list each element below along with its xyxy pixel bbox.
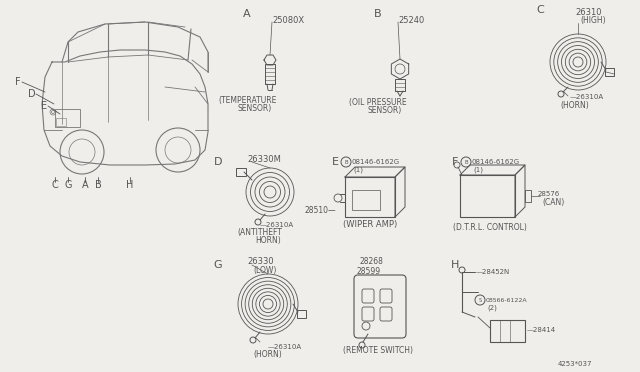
Bar [460, 175, 515, 217]
Text: (HORN): (HORN) [253, 350, 282, 359]
Text: 28576: 28576 [538, 191, 560, 197]
Text: C: C [536, 5, 544, 15]
Bar [236, 168, 246, 176]
Text: 08146-6162G: 08146-6162G [472, 159, 520, 165]
Text: (REMOTE SWITCH): (REMOTE SWITCH) [343, 346, 413, 355]
Text: G: G [214, 260, 222, 270]
Text: 4253*037: 4253*037 [558, 361, 593, 367]
Text: 28599: 28599 [357, 267, 381, 276]
Text: C: C [52, 180, 58, 190]
Text: (D.T.R.L. CONTROL): (D.T.R.L. CONTROL) [453, 222, 527, 231]
Text: E: E [332, 157, 339, 167]
Text: SENSOR): SENSOR) [238, 103, 272, 112]
Text: 08566-6122A: 08566-6122A [486, 298, 527, 302]
Bar [55, 109, 80, 127]
Text: B: B [95, 180, 101, 190]
Text: —26310A: —26310A [570, 94, 604, 100]
Text: F: F [15, 77, 21, 87]
Text: H: H [451, 260, 459, 270]
Bar [56, 118, 66, 126]
Text: 28510—: 28510— [305, 205, 336, 215]
Text: (2): (2) [487, 305, 497, 311]
Bar [605, 68, 614, 76]
Text: (1): (1) [473, 167, 483, 173]
Text: —28414: —28414 [527, 327, 556, 333]
Bar [490, 320, 525, 342]
Text: B: B [344, 160, 348, 164]
Text: 26330M: 26330M [247, 154, 281, 164]
Text: (HIGH): (HIGH) [580, 16, 605, 25]
Text: D: D [214, 157, 222, 167]
Text: SENSOR): SENSOR) [368, 106, 402, 115]
Text: B: B [464, 160, 468, 164]
Bar [265, 64, 275, 84]
Text: 25080X: 25080X [272, 16, 304, 25]
Text: 26310: 26310 [575, 7, 602, 16]
Bar [345, 177, 395, 217]
Text: 28268: 28268 [360, 257, 384, 266]
Text: (TEMPERATURE: (TEMPERATURE [219, 96, 277, 105]
Text: D: D [28, 89, 36, 99]
Text: G: G [64, 180, 72, 190]
Text: (WIPER AMP): (WIPER AMP) [343, 219, 397, 228]
Text: (CAN): (CAN) [542, 198, 564, 206]
Text: S: S [479, 298, 481, 302]
Bar [352, 190, 380, 210]
Text: F: F [452, 157, 458, 167]
Text: (OIL PRESSURE: (OIL PRESSURE [349, 97, 407, 106]
Text: HORN): HORN) [255, 235, 281, 244]
Bar [525, 190, 531, 202]
Text: 26330: 26330 [247, 257, 274, 266]
Text: B: B [374, 9, 382, 19]
Text: (ANTITHEFT: (ANTITHEFT [237, 228, 282, 237]
Text: E: E [41, 101, 47, 111]
Text: —26310A: —26310A [268, 344, 302, 350]
Bar [297, 310, 306, 318]
Text: (1): (1) [353, 167, 363, 173]
Text: A: A [82, 180, 88, 190]
Bar [395, 79, 405, 91]
Text: 08146-6162G: 08146-6162G [352, 159, 400, 165]
Text: —26310A: —26310A [260, 222, 294, 228]
Text: 25240: 25240 [398, 16, 424, 25]
Text: (HORN): (HORN) [561, 100, 589, 109]
Text: A: A [243, 9, 251, 19]
Text: H: H [126, 180, 134, 190]
Text: (LOW): (LOW) [253, 266, 276, 275]
Text: —28452N: —28452N [476, 269, 510, 275]
